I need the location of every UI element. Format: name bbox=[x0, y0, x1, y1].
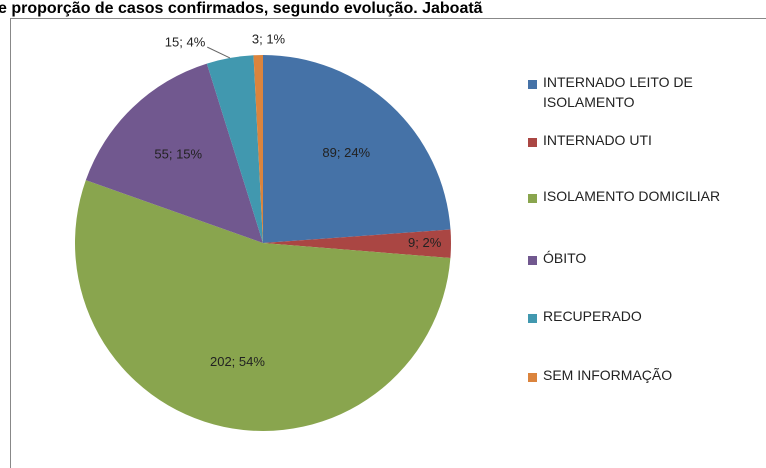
legend-swatch bbox=[528, 314, 537, 323]
data-label: 3; 1% bbox=[252, 31, 286, 46]
legend-swatch bbox=[528, 194, 537, 203]
legend-label: ÓBITO bbox=[543, 250, 587, 266]
data-label: 15; 4% bbox=[165, 35, 206, 50]
legend-label: INTERNADO LEITO DE ISOLAMENTO bbox=[543, 74, 693, 110]
legend-item: SEM INFORMAÇÃO bbox=[528, 367, 743, 385]
legend-label: RECUPERADO bbox=[543, 308, 642, 324]
legend-swatch bbox=[528, 373, 537, 382]
pie-slice bbox=[206, 55, 263, 243]
leader-line bbox=[207, 46, 231, 59]
legend-item: RECUPERADO bbox=[528, 308, 743, 326]
pie-slice bbox=[263, 55, 451, 243]
legend-item: INTERNADO LEITO DE ISOLAMENTO bbox=[528, 74, 743, 112]
legend-item: ISOLAMENTO DOMICILIAR bbox=[528, 188, 743, 206]
legend-item: ÓBITO bbox=[528, 250, 743, 268]
legend-label: ISOLAMENTO DOMICILIAR bbox=[543, 188, 721, 204]
data-label: 89; 24% bbox=[322, 145, 370, 160]
chart-title: e proporção de casos confirmados, segund… bbox=[0, 0, 483, 17]
legend-swatch bbox=[528, 80, 537, 89]
data-label: 202; 54% bbox=[210, 354, 265, 369]
legend-item: INTERNADO UTI bbox=[528, 132, 743, 150]
pie-slice bbox=[85, 63, 263, 244]
pie-slice bbox=[74, 180, 451, 432]
data-label: 9; 2% bbox=[408, 235, 442, 250]
legend-swatch bbox=[528, 256, 537, 265]
data-label: 55; 15% bbox=[154, 146, 202, 161]
pie-slice bbox=[253, 55, 263, 243]
legend-label: INTERNADO UTI bbox=[543, 132, 652, 148]
legend-label: SEM INFORMAÇÃO bbox=[543, 367, 673, 383]
legend-swatch bbox=[528, 138, 537, 147]
pie-slice bbox=[263, 229, 451, 259]
chart-frame bbox=[10, 18, 766, 468]
